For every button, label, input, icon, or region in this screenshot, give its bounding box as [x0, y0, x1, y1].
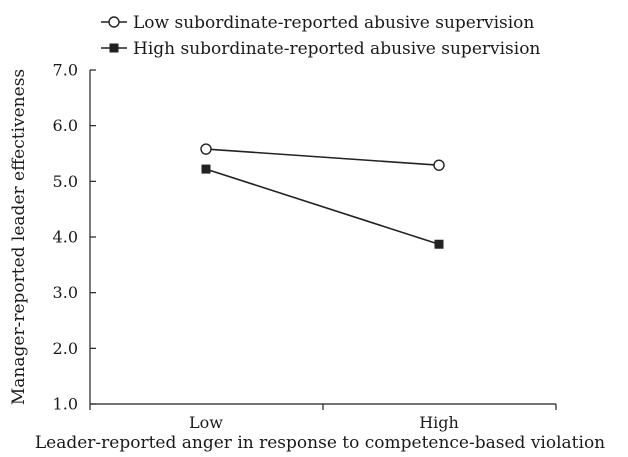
- series-line-low: [205, 148, 440, 166]
- data-point-high-low: [201, 164, 211, 174]
- y-tick-label: 5.0: [53, 172, 78, 191]
- y-ticks: 1.0 2.0 3.0 4.0 5.0 6.0 7.0: [53, 61, 96, 414]
- x-axis-title: Leader-reported anger in response to com…: [35, 433, 605, 453]
- data-point-low-high: [433, 159, 445, 171]
- y-tick-1: 1.0: [53, 395, 96, 414]
- y-axis-title: Manager-reported leader effectiveness: [9, 69, 29, 405]
- y-tick-4: 4.0: [53, 228, 96, 247]
- y-tick-label: 3.0: [53, 283, 78, 302]
- y-tick-5: 5.0: [53, 172, 96, 191]
- legend-item-high: High subordinate-reported abusive superv…: [101, 39, 540, 59]
- y-tick-label: 7.0: [53, 61, 78, 80]
- y-tick-6: 6.0: [53, 116, 96, 135]
- y-tick-label: 6.0: [53, 116, 78, 135]
- series-high: [201, 164, 444, 249]
- legend: Low subordinate-reported abusive supervi…: [101, 13, 540, 59]
- x-tick-label-high: High: [419, 413, 459, 432]
- data-point-high-high: [434, 239, 444, 249]
- x-ticks: Low High: [89, 404, 557, 432]
- data-point-low-low: [200, 143, 212, 155]
- x-tick-label-low: Low: [189, 413, 223, 432]
- legend-label-high: High subordinate-reported abusive superv…: [133, 39, 540, 59]
- series-line-high: [205, 168, 440, 245]
- legend-label-low: Low subordinate-reported abusive supervi…: [133, 13, 534, 33]
- y-tick-label: 1.0: [53, 395, 78, 414]
- y-tick-2: 2.0: [53, 339, 96, 358]
- legend-item-low: Low subordinate-reported abusive supervi…: [101, 13, 534, 33]
- y-tick-3: 3.0: [53, 283, 96, 302]
- y-tick-7: 7.0: [53, 61, 96, 80]
- y-tick-label: 4.0: [53, 228, 78, 247]
- y-tick-label: 2.0: [53, 339, 78, 358]
- series-low: [200, 143, 445, 171]
